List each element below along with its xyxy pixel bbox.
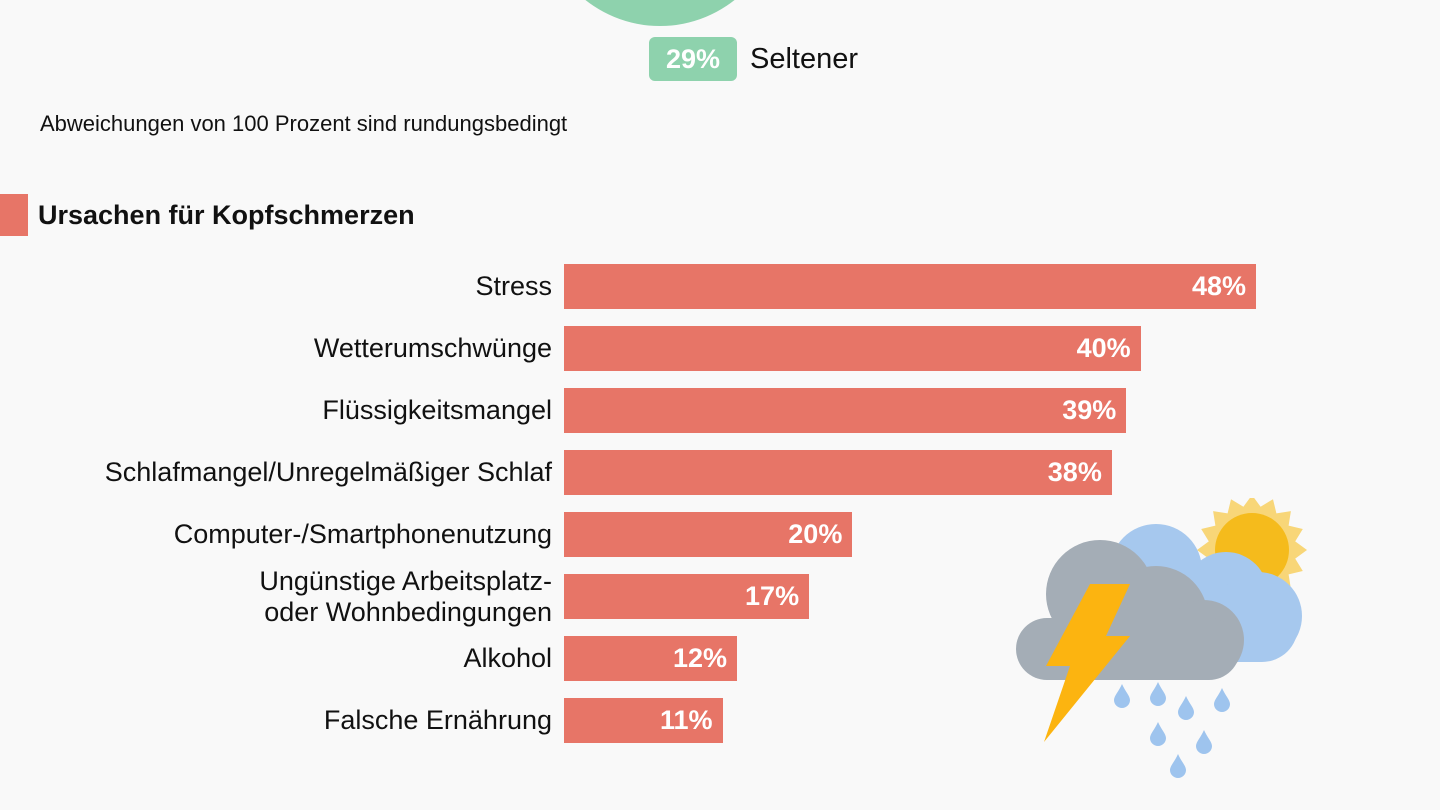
bar-value-label: 48% [1191,271,1246,301]
rain-drop [1178,696,1194,720]
bar: 48% [564,264,1256,309]
rain-drop [1170,754,1186,778]
category-label: Computer-/Smartphonenutzung [173,519,552,549]
rain-drop [1214,688,1230,712]
bar: 39% [564,388,1127,433]
category-label: Stress [475,271,552,301]
category-label: Flüssigkeitsmangel [322,395,552,425]
rain-drops [1114,682,1230,778]
bar: 20% [564,512,853,557]
bar-value-label: 40% [1076,333,1131,363]
bar-value-label: 20% [788,519,843,549]
rain-drop [1150,722,1166,746]
bar: 17% [564,574,810,619]
bar: 38% [564,450,1112,495]
rain-drop [1150,682,1166,706]
bar-value-label: 11% [660,705,713,735]
bar-value-label: 17% [745,581,800,611]
lightning-bolt [1044,584,1130,742]
thunderstorm-cloud-with-sun-icon [1016,498,1307,778]
category-label: Falsche Ernährung [323,705,552,735]
category-label: Alkohol [463,643,552,673]
bar-value-label: 39% [1062,395,1117,425]
rain-drop [1114,684,1130,708]
legend-percentage-badge: 29% [649,37,737,81]
bar: 12% [564,636,737,681]
category-label: Schlafmangel/Unregelmäßiger Schlaf [104,457,552,487]
bar: 11% [564,698,723,743]
rain-drop [1196,730,1212,754]
section-title: Ursachen für Kopfschmerzen [38,199,415,230]
category-label: Ungünstige Arbeitsplatz-oder Wohnbedingu… [259,565,552,627]
pie-legend-item: 29% Seltener [649,37,858,81]
category-label: Wetterumschwünge [313,333,552,363]
bar: 40% [564,326,1141,371]
bar-value-label: 38% [1047,457,1102,487]
section-marker [0,194,28,236]
rounding-note: Abweichungen von 100 Prozent sind rundun… [40,111,568,136]
legend-label: Seltener [750,42,859,75]
section-header: Ursachen für Kopfschmerzen [0,193,415,237]
bar-value-label: 12% [672,643,727,673]
